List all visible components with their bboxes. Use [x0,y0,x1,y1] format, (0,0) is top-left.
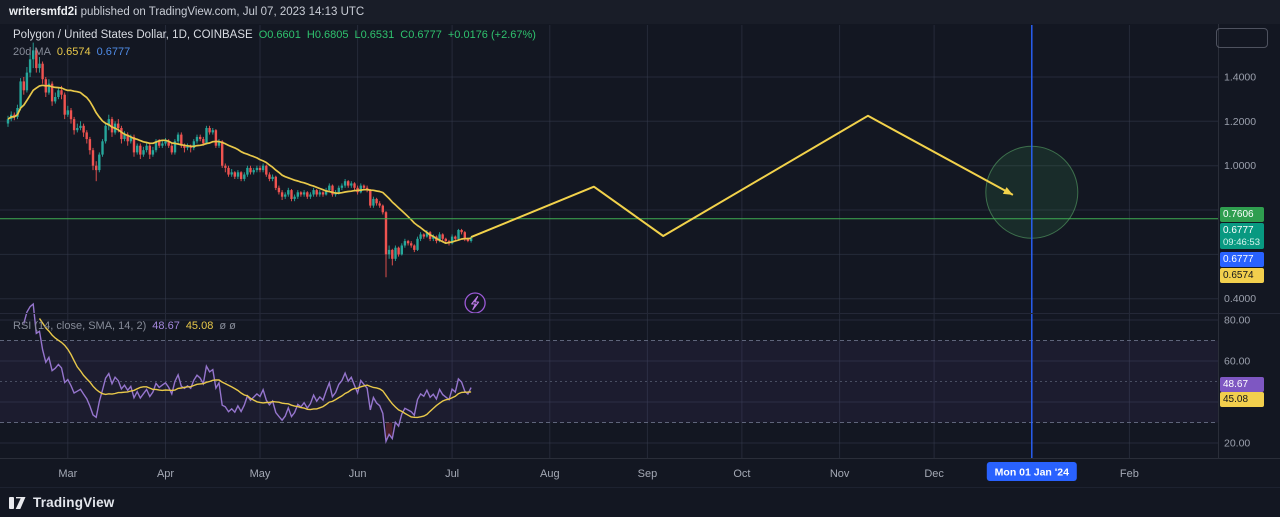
publish-bar: writersmfd2i published on TradingView.co… [0,0,1280,24]
publish-info: published on TradingView.com, Jul 07, 20… [77,6,365,18]
time-axis[interactable]: Mar Apr May Jun Jul Aug Sep Oct Nov Dec Feb Mon 01 … [58,462,1139,481]
ma-label[interactable]: 20d MA [13,46,51,58]
ma-20-line [7,84,472,245]
svg-text:Jul: Jul [445,468,459,480]
price-axis[interactable]: 1.4000 1.2000 1.0000 0.4000 80.00 60.00 20.00 [1224,72,1256,450]
tradingview-wordmark[interactable]: TradingView [33,495,115,510]
publisher-name: writersmfd2i [9,6,78,18]
rsi-legend: RSI (14, close, SMA, 14, 2) 48.67 45.08 … [13,320,236,332]
svg-text:Apr: Apr [157,468,174,480]
svg-text:Sep: Sep [638,468,658,480]
svg-text:80.00: 80.00 [1224,315,1250,327]
symbol-title[interactable]: Polygon / United States Dollar, 1D, COIN… [13,29,253,41]
svg-text:1.0000: 1.0000 [1224,160,1256,172]
footer-bar: TradingView [0,487,1280,517]
rsi-ghost-icons: ø ø [219,320,236,332]
rsi-band [0,340,1218,423]
svg-text:1.4000: 1.4000 [1224,72,1256,84]
ohlc-high: H0.6805 [306,29,349,41]
chart-canvas[interactable]: 1.4000 1.2000 1.0000 0.4000 80.00 60.00 20.00 M… [0,24,1280,487]
rsi-value: 48.67 [152,320,180,332]
ma-value: 0.6574 [56,46,91,58]
ohlc-open: O0.6601 [258,29,301,41]
line-value: 0.6777 [96,46,131,58]
svg-text:Dec: Dec [924,468,944,480]
projection-arrow-drawing[interactable] [470,114,1014,239]
svg-text:Oct: Oct [733,468,750,480]
time-axis-highlight-label [986,462,1077,481]
svg-text:Aug: Aug [540,468,560,480]
rsi-ma-line [38,318,472,419]
svg-text:Mon 01 Jan '24: Mon 01 Jan '24 [995,467,1069,479]
lightning-marker-icon[interactable] [464,292,486,314]
ohlc-change: +0.0176 (+2.67%) [447,29,536,41]
rsi-label[interactable]: RSI (14, close, SMA, 14, 2) [13,320,147,332]
svg-text:1.2000: 1.2000 [1224,116,1256,128]
tradingview-logo-icon[interactable] [9,496,26,510]
ma-legend: 20d MA 0.6574 0.6777 [13,46,130,58]
candlestick-series [6,42,473,278]
svg-text:Mar: Mar [58,468,77,480]
svg-text:20.00: 20.00 [1224,438,1250,450]
svg-text:Jun: Jun [349,468,367,480]
symbol-legend: Polygon / United States Dollar, 1D, COIN… [13,29,536,41]
svg-text:May: May [250,468,271,480]
ohlc-close: C0.6777 [400,29,442,41]
ohlc-low: L0.6531 [354,29,395,41]
svg-text:Feb: Feb [1120,468,1139,480]
svg-text:Nov: Nov [830,468,850,480]
top-right-placeholder-button[interactable] [1216,28,1268,48]
svg-text:0.4000: 0.4000 [1224,293,1256,305]
rsi-ma-value: 45.08 [185,320,214,332]
svg-text:60.00: 60.00 [1224,356,1250,368]
